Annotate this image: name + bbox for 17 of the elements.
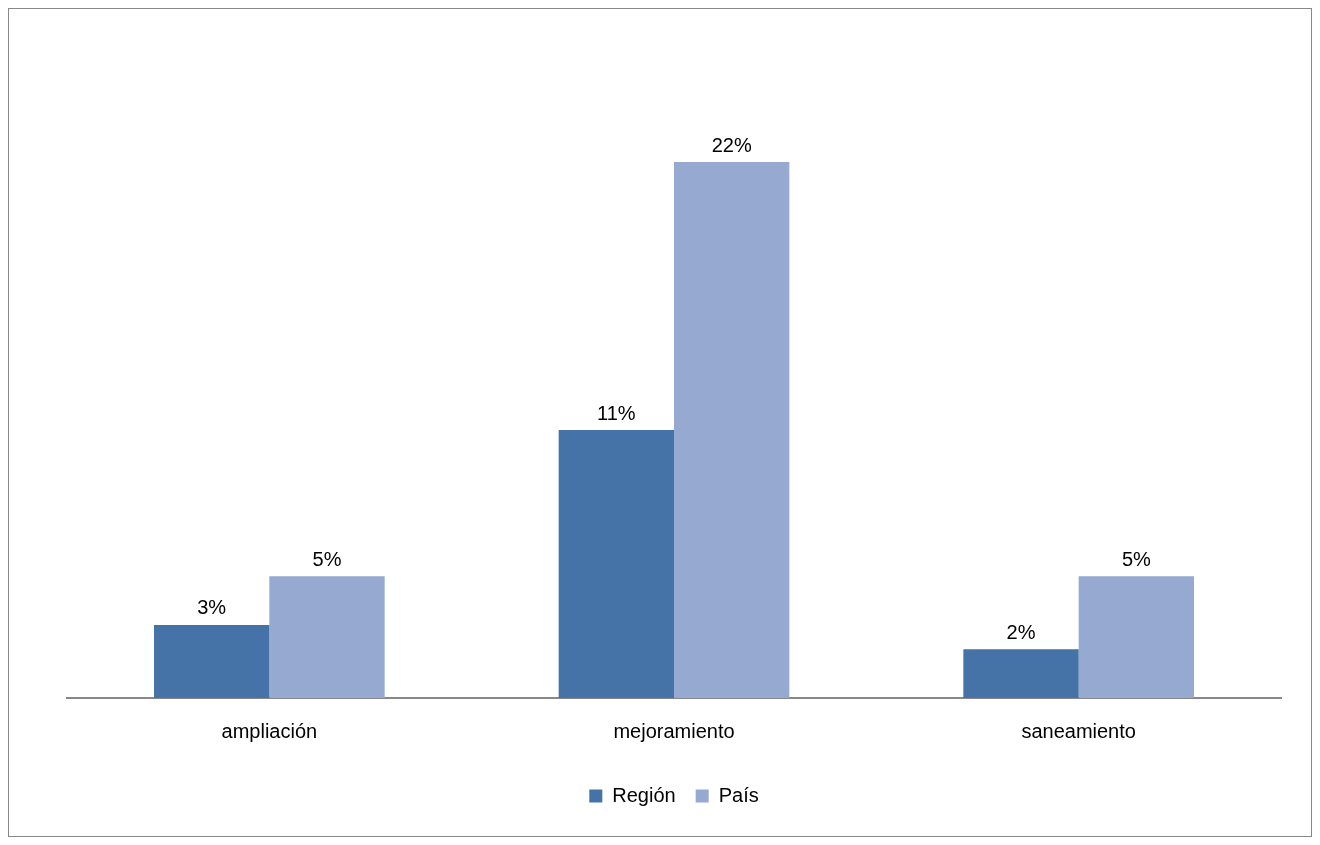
x-tick-label: mejoramiento (613, 719, 735, 742)
data-label: 11% (597, 401, 636, 424)
data-label: 3% (197, 596, 227, 619)
x-tick-label: saneamiento (1021, 719, 1136, 742)
bar (154, 624, 270, 698)
data-label: 22% (711, 133, 752, 156)
legend-label: Región (612, 783, 676, 806)
data-label: 5% (1121, 547, 1151, 570)
bar (674, 162, 790, 698)
data-label: 2% (1006, 620, 1036, 643)
bar (269, 576, 385, 698)
bar (1078, 576, 1194, 698)
bar (963, 649, 1079, 698)
x-tick-label: ampliación (221, 719, 318, 742)
legend-label: País (718, 783, 759, 806)
data-label: 5% (312, 547, 342, 570)
bar (558, 430, 674, 698)
